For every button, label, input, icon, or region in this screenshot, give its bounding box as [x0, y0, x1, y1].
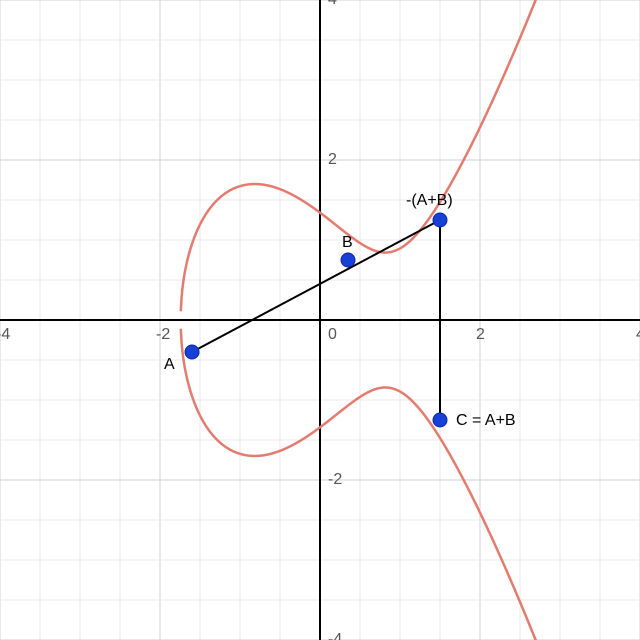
point-label-C: C = A+B — [456, 412, 516, 430]
point-B — [341, 253, 355, 267]
x-tick-label: -2 — [156, 326, 170, 344]
x-tick-label: 0 — [328, 326, 337, 344]
curve-lower — [181, 329, 640, 640]
y-tick-label: -4 — [328, 631, 342, 640]
x-tick-label: 4 — [636, 326, 640, 344]
point-C — [433, 413, 447, 427]
y-tick-label: 2 — [328, 151, 337, 169]
point-label-negAB: -(A+B) — [406, 192, 453, 210]
y-tick-label: 4 — [328, 0, 337, 9]
y-tick-label: -2 — [328, 471, 342, 489]
x-tick-label: 2 — [476, 326, 485, 344]
point-A — [185, 345, 199, 359]
x-tick-label: -4 — [0, 326, 10, 344]
elliptic-curve-plot: -4 -2 0 2 4 -4 -2 2 4 A B -(A+B) C = A+B — [0, 0, 640, 640]
curve-upper — [181, 0, 640, 311]
point-label-B: B — [342, 234, 353, 252]
plot-svg — [0, 0, 640, 640]
point-label-A: A — [164, 356, 175, 374]
point-negAB — [433, 213, 447, 227]
